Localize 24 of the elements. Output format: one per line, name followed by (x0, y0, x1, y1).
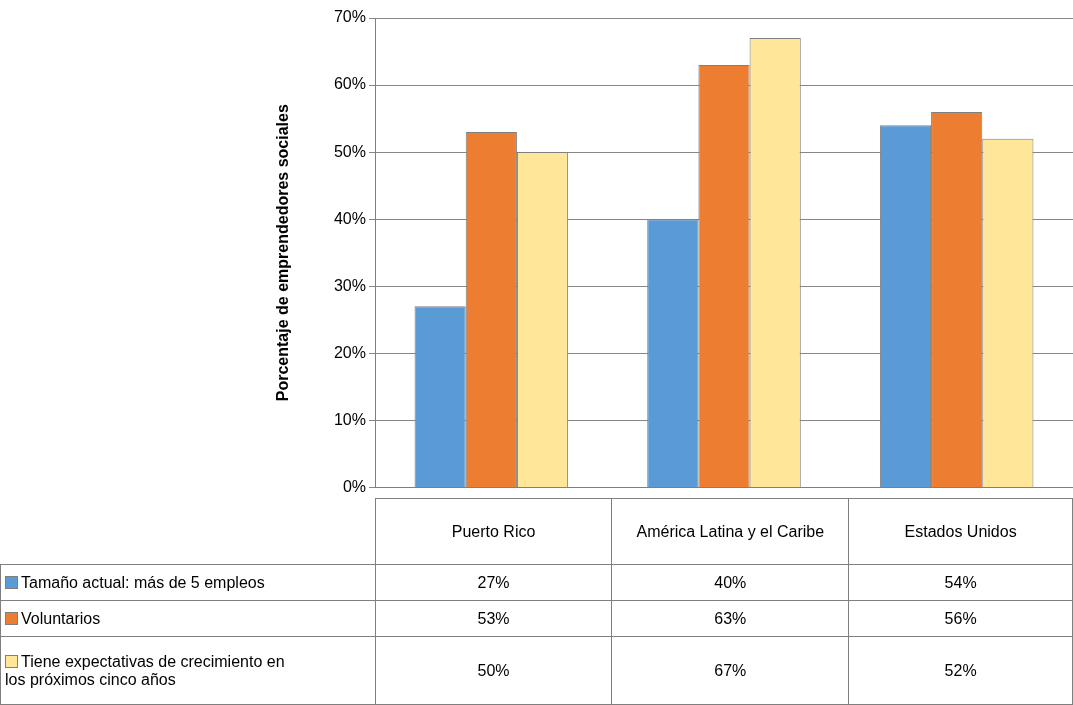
y-tick-label: 30% (333, 276, 366, 294)
data-label: 53% (375, 600, 612, 637)
data-label: 63% (611, 600, 849, 637)
x-tick-label: América Latina y el Caribe (611, 498, 849, 565)
y-tick-label: 0% (342, 477, 366, 495)
y-tick-label: 70% (333, 8, 366, 26)
data-label: 27% (375, 564, 612, 601)
y-tick-label: 20% (333, 343, 366, 361)
data-label: 50% (375, 636, 612, 705)
y-tick-label: 40% (333, 209, 366, 227)
legend-label: Tiene expectativas de crecimiento en los próximos cinco años (5, 652, 285, 688)
data-label: 40% (611, 564, 849, 601)
y-axis-title: Porcentaje de emprendedores sociales (274, 104, 292, 402)
y-tick-label: 60% (333, 75, 366, 93)
x-tick-label: Estados Unidos (848, 498, 1073, 565)
data-label: 54% (848, 564, 1073, 601)
data-label: 52% (848, 636, 1073, 705)
x-tick-label: Puerto Rico (375, 498, 612, 565)
y-tick-label: 10% (333, 410, 366, 428)
data-label: 56% (848, 600, 1073, 637)
legend-label: Tamaño actual: más de 5 empleos (21, 573, 265, 591)
data-label: 67% (611, 636, 849, 705)
y-tick-label: 50% (333, 142, 366, 160)
legend-label: Voluntarios (21, 609, 101, 627)
